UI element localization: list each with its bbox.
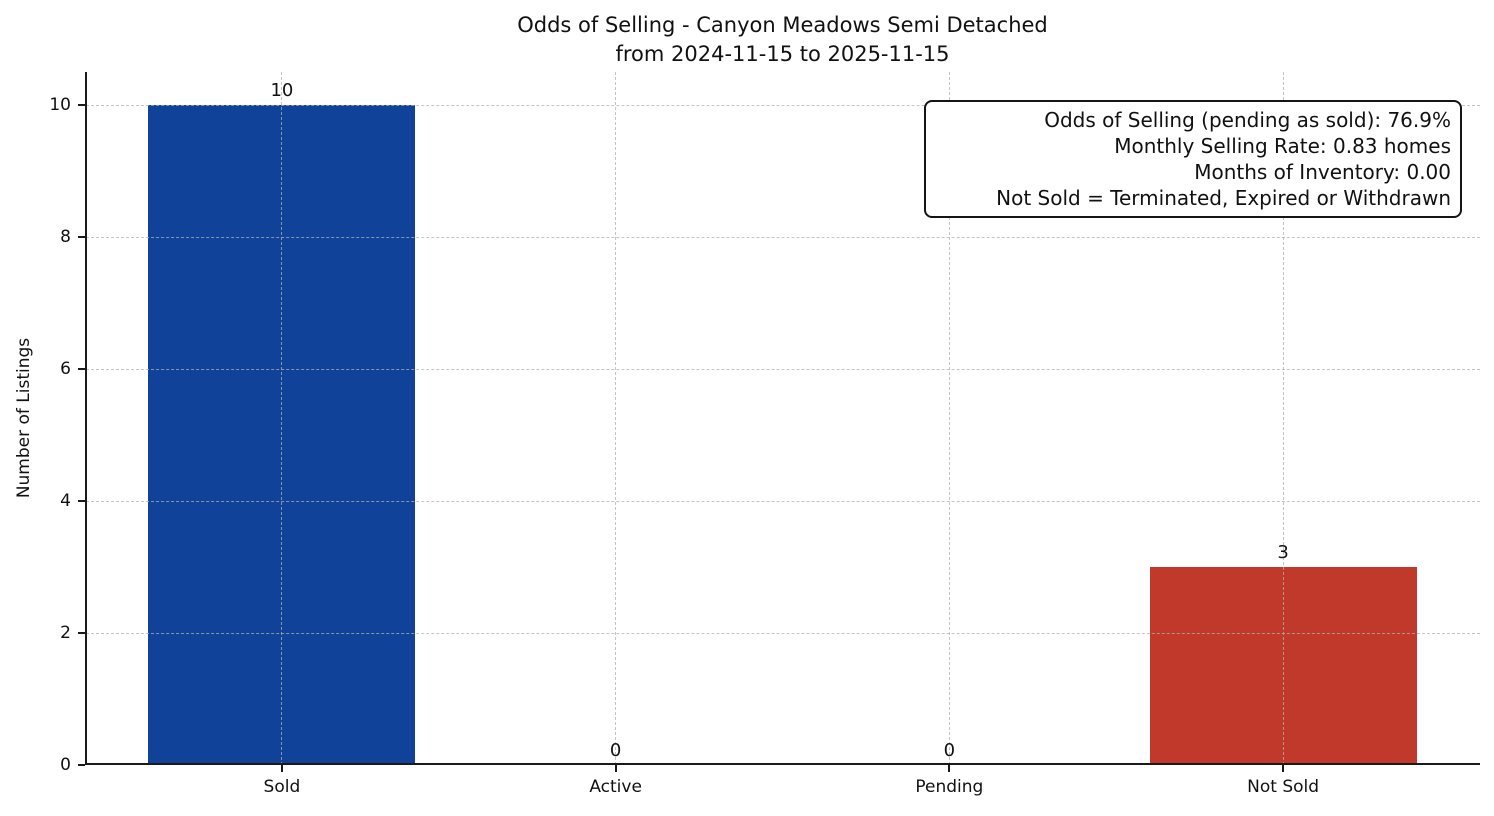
- x-tick: [948, 765, 951, 772]
- bar-value-label: 3: [1277, 542, 1289, 563]
- chart-title-line2: from 2024-11-15 to 2025-11-15: [615, 42, 950, 66]
- h-gridline: [86, 236, 1480, 238]
- bar-value-label: 0: [943, 740, 956, 761]
- annotation-line: Months of Inventory: 0.00: [1194, 160, 1451, 184]
- h-gridline: [86, 104, 1480, 106]
- x-tick-label: Pending: [915, 777, 984, 797]
- h-gridline: [86, 500, 1480, 502]
- h-gridline: [86, 368, 1480, 370]
- x-axis-spine: [85, 763, 1480, 765]
- annotation-line: Monthly Selling Rate: 0.83 homes: [1114, 134, 1451, 158]
- bar-value-label: 0: [609, 740, 622, 761]
- y-tick-label: 2: [60, 623, 71, 643]
- y-tick: [78, 500, 85, 502]
- y-tick: [78, 104, 85, 106]
- chart-title-line1: Odds of Selling - Canyon Meadows Semi De…: [517, 13, 1048, 37]
- x-tick: [614, 765, 617, 772]
- h-gridline: [86, 632, 1480, 634]
- y-tick: [78, 764, 85, 766]
- y-tick: [78, 368, 85, 370]
- y-tick: [78, 632, 85, 634]
- v-gridline: [1282, 72, 1284, 765]
- x-tick-label: Not Sold: [1247, 777, 1320, 797]
- annotation-box: Odds of Selling (pending as sold): 76.9%…: [924, 100, 1462, 218]
- x-tick-label: Sold: [263, 777, 301, 797]
- y-tick-label: 0: [60, 755, 71, 775]
- x-tick-label: Active: [589, 777, 642, 797]
- annotation-line: Odds of Selling (pending as sold): 76.9%: [1044, 108, 1451, 132]
- y-tick-label: 4: [60, 491, 71, 511]
- y-tick-label: 8: [60, 227, 71, 247]
- y-tick-label: 10: [49, 95, 71, 115]
- y-axis-spine: [85, 72, 87, 765]
- y-tick: [78, 236, 85, 238]
- v-gridline: [615, 72, 617, 765]
- x-tick: [280, 765, 283, 772]
- y-tick-label: 6: [60, 359, 71, 379]
- v-gridline: [281, 72, 283, 765]
- x-tick: [1282, 765, 1285, 772]
- v-gridline: [948, 72, 950, 765]
- bar-value-label: 10: [270, 80, 294, 101]
- plot-area: 0 2 4 6 8 10 10 Sold 0 Active 0 Pending 3 Not Sold: [49, 72, 1480, 797]
- annotation-line: Not Sold = Terminated, Expired or Withdr…: [996, 186, 1451, 210]
- chart-title: Odds of Selling - Canyon Meadows Semi De…: [85, 11, 1480, 69]
